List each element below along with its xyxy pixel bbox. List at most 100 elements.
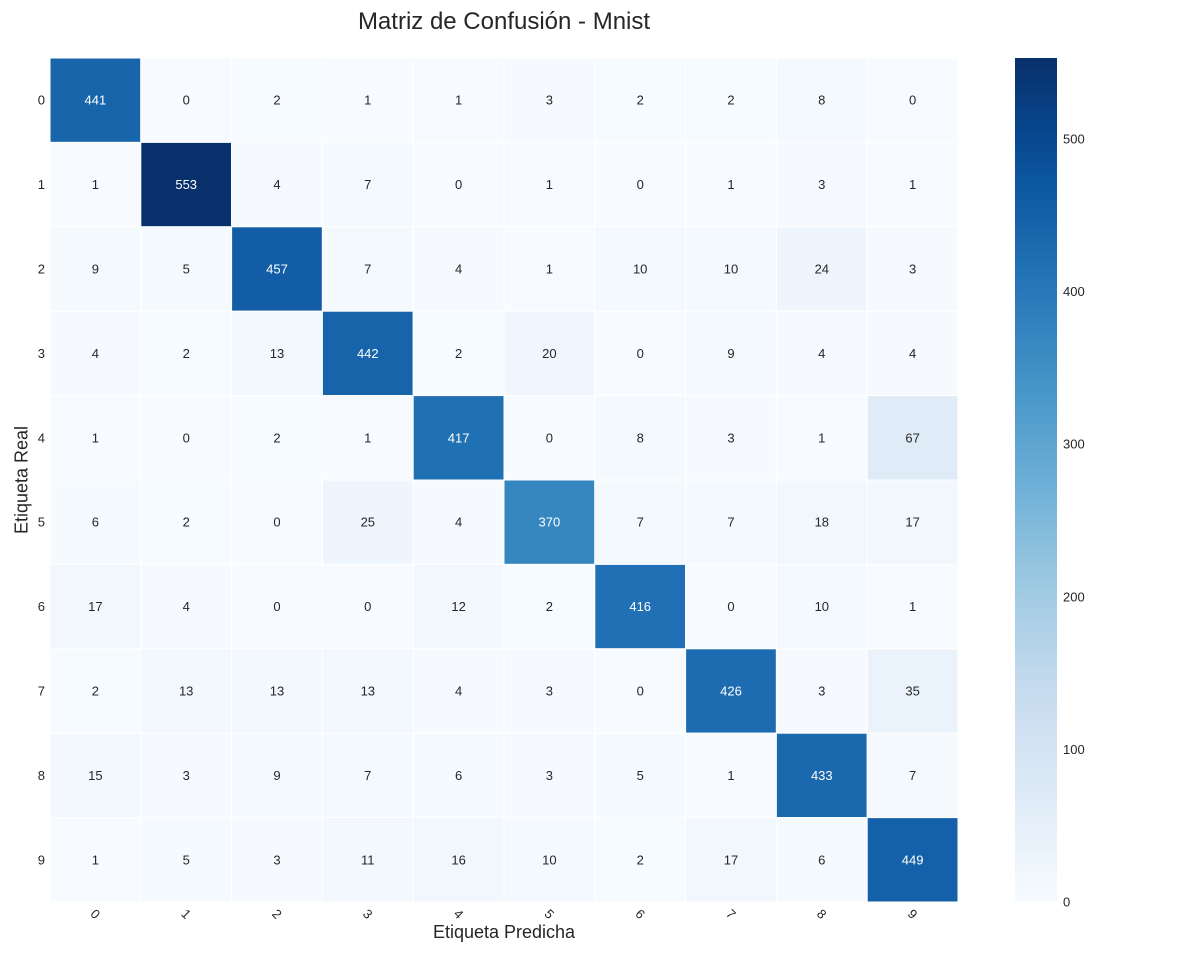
cell-value-label: 553 bbox=[175, 177, 197, 192]
x-tick-label: 8 bbox=[814, 906, 830, 922]
heatmap-cell bbox=[412, 141, 505, 228]
cell-value-label: 4 bbox=[455, 262, 462, 277]
heatmap-cell bbox=[503, 648, 596, 734]
cell-value-label: 2 bbox=[637, 93, 644, 108]
heatmap-cell bbox=[866, 648, 959, 734]
heatmap-cells: 441 0 2 1 1 3 2 2 8 01 553 4 7 0 1 0 1 3 19 5 457 7 4 1 10 10 24 34… bbox=[49, 57, 959, 903]
heatmap-cell bbox=[594, 732, 687, 819]
cell-value-label: 4 bbox=[455, 684, 462, 699]
cell-value-label: 370 bbox=[539, 515, 561, 530]
cell-value-label: 4 bbox=[183, 599, 190, 614]
heatmap-cell bbox=[503, 226, 596, 312]
colorbar: 0 100 200 300 400 500 bbox=[1015, 58, 1085, 910]
cell-value-label: 1 bbox=[727, 768, 734, 783]
cell-value-label: 0 bbox=[637, 684, 644, 699]
x-tick-label: 5 bbox=[542, 906, 558, 922]
y-tick-label: 2 bbox=[38, 262, 45, 277]
cell-value-label: 9 bbox=[92, 262, 99, 277]
heatmap-cell bbox=[140, 310, 233, 397]
cell-value-label: 7 bbox=[637, 515, 644, 530]
cell-value-label: 3 bbox=[546, 93, 553, 108]
cell-value-label: 67 bbox=[905, 430, 919, 445]
cell-value-label: 13 bbox=[270, 684, 284, 699]
cell-value-label: 3 bbox=[546, 684, 553, 699]
cell-value-label: 3 bbox=[818, 177, 825, 192]
heatmap-cell bbox=[412, 563, 505, 650]
cell-value-label: 2 bbox=[273, 93, 280, 108]
heatmap-cell bbox=[140, 732, 233, 819]
cell-value-label: 0 bbox=[546, 430, 553, 445]
heatmap-cell bbox=[685, 57, 777, 143]
cell-value-label: 3 bbox=[273, 852, 280, 867]
cell-value-label: 0 bbox=[273, 515, 280, 530]
heatmap-cell bbox=[140, 563, 233, 650]
heatmap-cell bbox=[685, 563, 777, 650]
colorbar-tick-label: 300 bbox=[1063, 437, 1085, 452]
heatmap-cell bbox=[594, 141, 687, 228]
cell-value-label: 1 bbox=[92, 852, 99, 867]
cell-value-label: 13 bbox=[179, 684, 193, 699]
cell-value-label: 25 bbox=[361, 515, 375, 530]
chart-title: Matriz de Confusión - Mnist bbox=[357, 8, 651, 35]
heatmap-cell bbox=[231, 226, 323, 312]
cell-value-label: 0 bbox=[364, 599, 371, 614]
colorbar-gradient bbox=[1015, 58, 1057, 902]
x-tick-label: 7 bbox=[723, 906, 739, 922]
heatmap-cell bbox=[321, 648, 414, 734]
x-tick-label: 2 bbox=[269, 906, 285, 922]
cell-value-label: 426 bbox=[720, 684, 742, 699]
heatmap-cell bbox=[866, 479, 959, 565]
heatmap-cell bbox=[231, 310, 323, 397]
heatmap-cell bbox=[594, 479, 687, 565]
cell-value-label: 1 bbox=[546, 262, 553, 277]
heatmap-cell bbox=[412, 817, 505, 903]
cell-value-label: 6 bbox=[455, 768, 462, 783]
cell-value-label: 433 bbox=[811, 768, 833, 783]
colorbar-tick-label: 500 bbox=[1063, 131, 1085, 146]
y-tick-label: 9 bbox=[38, 852, 45, 867]
cell-value-label: 0 bbox=[183, 93, 190, 108]
cell-value-label: 4 bbox=[818, 346, 825, 361]
heatmap-cell bbox=[685, 226, 777, 312]
heatmap-cell bbox=[503, 395, 596, 481]
y-tick-label: 6 bbox=[38, 599, 45, 614]
heatmap-cell bbox=[594, 310, 687, 397]
cell-value-label: 1 bbox=[909, 177, 916, 192]
cell-value-label: 16 bbox=[451, 852, 465, 867]
heatmap-cell bbox=[594, 817, 687, 903]
cell-value-label: 457 bbox=[266, 262, 288, 277]
heatmap-cell bbox=[866, 817, 959, 903]
heatmap-cell bbox=[594, 563, 687, 650]
x-tick-label: 0 bbox=[88, 906, 104, 922]
heatmap-cell bbox=[775, 732, 868, 819]
cell-value-label: 3 bbox=[183, 768, 190, 783]
heatmap-cell bbox=[866, 563, 959, 650]
cell-value-label: 35 bbox=[905, 684, 919, 699]
cell-value-label: 9 bbox=[727, 346, 734, 361]
heatmap-cell bbox=[49, 479, 142, 565]
heatmap-cell bbox=[775, 141, 868, 228]
y-tick-label: 7 bbox=[38, 684, 45, 699]
x-tick-label: 9 bbox=[905, 906, 921, 922]
heatmap-cell bbox=[49, 57, 142, 143]
cell-value-label: 1 bbox=[92, 177, 99, 192]
cell-value-label: 3 bbox=[818, 684, 825, 699]
cell-value-label: 4 bbox=[92, 346, 99, 361]
heatmap-cell bbox=[503, 479, 596, 565]
cell-value-label: 1 bbox=[455, 93, 462, 108]
cell-value-label: 1 bbox=[546, 177, 553, 192]
heatmap-cell bbox=[775, 310, 868, 397]
cell-value-label: 18 bbox=[815, 515, 829, 530]
cell-value-label: 449 bbox=[902, 852, 924, 867]
cell-value-label: 5 bbox=[183, 852, 190, 867]
cell-value-label: 1 bbox=[92, 430, 99, 445]
heatmap-cell bbox=[866, 141, 959, 228]
heatmap-cell bbox=[685, 395, 777, 481]
heatmap-cell bbox=[503, 310, 596, 397]
cell-value-label: 0 bbox=[637, 177, 644, 192]
colorbar-tick-label: 100 bbox=[1063, 742, 1085, 757]
cell-value-label: 8 bbox=[637, 430, 644, 445]
y-tick-labels: 0 1 2 3 4 5 6 7 8 9 bbox=[38, 93, 45, 868]
heatmap-cell bbox=[231, 732, 323, 819]
y-tick-label: 1 bbox=[38, 177, 45, 192]
